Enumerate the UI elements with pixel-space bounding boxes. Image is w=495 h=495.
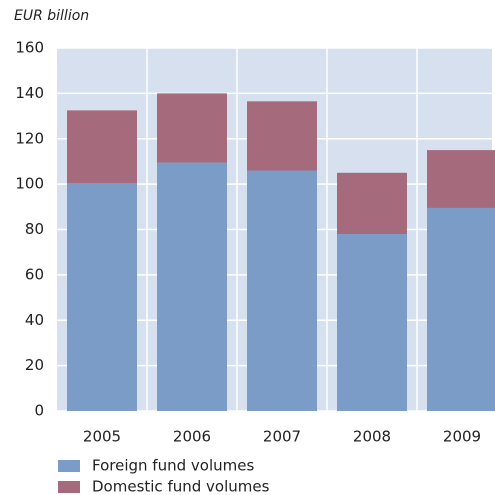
y-tick-label: 60 (25, 265, 44, 283)
x-tick-label: 2009 (443, 428, 481, 446)
bar-segment (157, 162, 227, 411)
bar-segment (67, 182, 137, 411)
y-tick-label: 20 (25, 356, 44, 374)
y-tick-label: 160 (15, 39, 44, 57)
bar-segment (247, 101, 317, 171)
legend-swatch (58, 481, 80, 493)
legend-label: Domestic fund volumes (92, 478, 270, 495)
y-tick-label: 0 (34, 402, 44, 420)
legend-swatch (58, 460, 80, 472)
bar-segment (67, 110, 137, 183)
bar-segment (157, 93, 227, 163)
chart-title: EUR billion (14, 8, 89, 24)
y-tick-label: 100 (15, 175, 44, 193)
bar-segment (337, 234, 407, 411)
bar-segment (247, 170, 317, 411)
y-tick-label: 80 (25, 220, 44, 238)
bar-segment (427, 207, 495, 411)
x-tick-label: 2008 (353, 428, 391, 446)
bar-segment (337, 172, 407, 235)
y-tick-label: 120 (15, 129, 44, 147)
x-tick-label: 2006 (173, 428, 211, 446)
y-tick-label: 140 (15, 84, 44, 102)
x-tick-label: 2007 (263, 428, 301, 446)
x-tick-label: 2005 (83, 428, 121, 446)
bar-segment (427, 150, 495, 208)
y-tick-label: 40 (25, 311, 44, 329)
legend-label: Foreign fund volumes (92, 457, 254, 475)
